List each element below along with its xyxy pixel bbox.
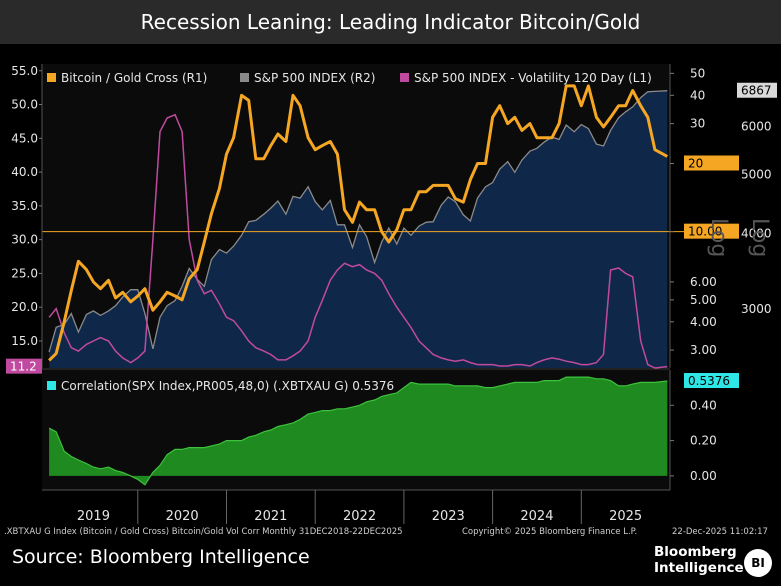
r2-tick-label: 6000 bbox=[741, 119, 772, 133]
badge-correlation-last: 0.5376 bbox=[688, 374, 730, 388]
chart-canvas: 55.0 50.0 45.0 40.0 35.0 30.0 25.0 20.0 15.0 50 40… bbox=[0, 44, 781, 544]
r1-tick-label: 3.00 bbox=[690, 343, 717, 357]
left-tick-label: 40.0 bbox=[11, 165, 38, 179]
bottom-plot bbox=[48, 376, 668, 486]
r1-tick-label: 6.00 bbox=[690, 275, 717, 289]
legend-swatch-sp500 bbox=[240, 73, 249, 82]
r2-tick-label: 3000 bbox=[741, 302, 772, 316]
badge-volatility-last: 11.2 bbox=[10, 360, 37, 374]
correlation-tick-label: 0.40 bbox=[690, 398, 717, 412]
top-plot bbox=[42, 84, 688, 369]
left-tick-label: 45.0 bbox=[11, 131, 38, 145]
legend-label-bitcoin: Bitcoin / Gold Cross (R1) bbox=[61, 71, 207, 85]
r2-tick-label: 5000 bbox=[741, 167, 772, 181]
x-tick-label: 2023 bbox=[432, 509, 465, 524]
legend-swatch-bitcoin bbox=[47, 73, 56, 82]
legend-label-sp500: S&P 500 INDEX (R2) bbox=[254, 71, 375, 85]
fineprint-copyright: Copyright© 2025 Bloomberg Finance L.P. bbox=[462, 527, 637, 537]
x-tick-label: 2025 bbox=[609, 509, 642, 524]
badge-correlation-last-bg bbox=[684, 373, 739, 389]
r1-tick-label: 40 bbox=[690, 88, 705, 102]
left-tick-label: 25.0 bbox=[11, 266, 38, 280]
legend-label-volatility: S&P 500 INDEX - Volatility 120 Day (L1) bbox=[414, 71, 652, 85]
legend-correlation: Correlation(SPX Index,PR005,48,0) (.XBTX… bbox=[47, 379, 394, 393]
legend-swatch-volatility bbox=[400, 73, 409, 82]
fineprint-timestamp: 22-Dec-2025 11:02:17 bbox=[672, 527, 768, 537]
badge-reference-10-bg bbox=[684, 223, 739, 239]
r2-axis-label: Log bbox=[747, 218, 772, 257]
fineprint-left: .XBTXAU G Index (Bitcoin / Gold Cross) B… bbox=[4, 527, 403, 537]
axes: 55.0 50.0 45.0 40.0 35.0 30.0 25.0 20.0 15.0 50 40… bbox=[6, 64, 777, 524]
sp500-line bbox=[48, 90, 668, 353]
correlation-line bbox=[48, 376, 668, 486]
badge-reference-10: 10.00 bbox=[688, 225, 722, 239]
volatility-line bbox=[48, 113, 668, 369]
left-tick-label: 30.0 bbox=[11, 233, 38, 247]
left-tick-label: 20.0 bbox=[11, 300, 38, 314]
brand-badge-icon: BI bbox=[744, 549, 772, 577]
r1-tick-label: 4.00 bbox=[690, 315, 717, 329]
bitcoin-gold-line bbox=[48, 84, 669, 362]
left-tick-label: 55.0 bbox=[11, 64, 38, 78]
legend-swatch-correlation bbox=[47, 381, 56, 390]
left-tick-label: 15.0 bbox=[11, 334, 38, 348]
badge-sp500-last-bg bbox=[737, 82, 777, 98]
x-tick-label: 2024 bbox=[520, 509, 553, 524]
legend-label-correlation: Correlation(SPX Index,PR005,48,0) (.XBTX… bbox=[61, 379, 394, 393]
x-tick-label: 2022 bbox=[343, 509, 376, 524]
r2-tick-label: 4000 bbox=[741, 226, 772, 240]
badge-sp500-last: 6867 bbox=[741, 84, 772, 98]
r1-tick-label: 5.00 bbox=[690, 293, 717, 307]
brand-line-2: Intelligence bbox=[654, 560, 744, 576]
x-tick-label: 2021 bbox=[254, 509, 287, 524]
left-tick-label: 35.0 bbox=[11, 199, 38, 213]
badge-volatility-last-bg bbox=[6, 358, 42, 374]
brand-logo: Bloomberg Intelligence bbox=[654, 544, 744, 576]
badge-bitcoin-last-bg bbox=[684, 155, 739, 171]
badge-bitcoin-last: 20 bbox=[688, 156, 703, 170]
r1-tick-label: 30 bbox=[690, 117, 705, 131]
r1-tick-label: 50 bbox=[690, 66, 705, 80]
chart-title: Recession Leaning: Leading Indicator Bit… bbox=[0, 0, 781, 44]
correlation-tick-label: 0.00 bbox=[690, 469, 717, 483]
r1-axis-label: Log bbox=[706, 218, 731, 257]
brand-line-1: Bloomberg bbox=[654, 544, 737, 560]
correlation-tick-label: 0.20 bbox=[690, 434, 717, 448]
legend: Bitcoin / Gold Cross (R1) S&P 500 INDEX … bbox=[47, 71, 652, 85]
correlation-area bbox=[49, 377, 668, 485]
x-tick-label: 2019 bbox=[77, 509, 110, 524]
x-tick-label: 2020 bbox=[166, 509, 199, 524]
left-tick-label: 50.0 bbox=[11, 98, 38, 112]
source-note: Source: Bloomberg Intelligence bbox=[12, 546, 310, 568]
